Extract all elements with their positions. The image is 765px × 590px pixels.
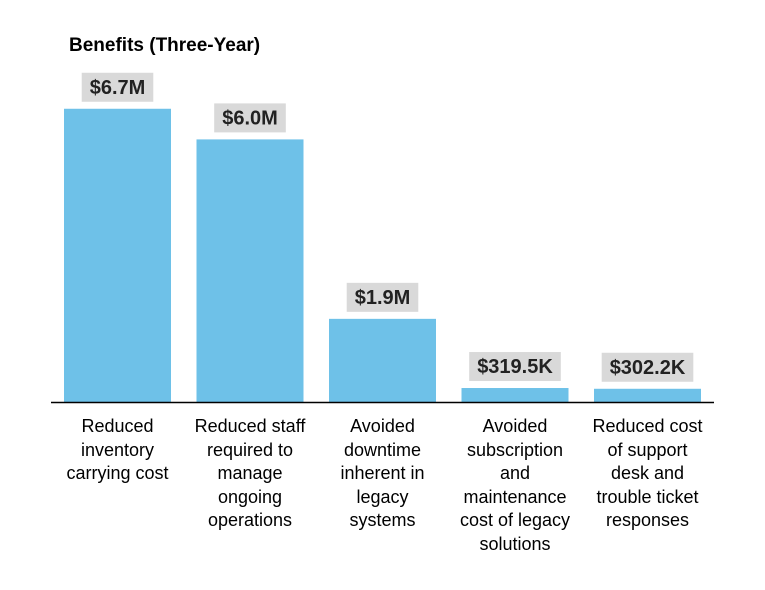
category-label-1: Reduced inventory carrying cost: [51, 415, 185, 486]
bar-4: [461, 388, 569, 402]
category-label-line: Avoided: [350, 416, 415, 436]
data-label-text: $6.0M: [222, 107, 278, 129]
category-label-line: solutions: [479, 533, 551, 554]
category-label-line: trouble ticket: [596, 486, 699, 507]
category-label-2: Reduced staff required to manage ongoing ope…: [183, 415, 317, 533]
data-label-text: $302.2K: [610, 357, 686, 379]
category-label-line: inventory: [80, 439, 155, 460]
category-label-line: Avoided: [482, 416, 548, 436]
bar-1: [64, 108, 171, 402]
category-label-line: subscription: [466, 439, 564, 460]
category-label-line: legacy: [356, 486, 409, 507]
bar-5: [594, 388, 701, 402]
bar-2: [196, 139, 304, 403]
category-label-line: maintenance: [463, 486, 567, 507]
category-label-3: Avoided downtime inherent in legacy systems: [316, 415, 450, 533]
data-label-background: [469, 352, 561, 382]
category-label-line: of support: [607, 439, 688, 460]
category-label-line: desk and: [610, 463, 685, 483]
chart-title: Benefits (Three-Year): [69, 35, 261, 56]
data-label-2: $6.0M: [214, 103, 286, 133]
category-label-line: downtime: [343, 439, 422, 460]
category-label-line: cost of legacy: [459, 510, 571, 530]
category-label-5: Reduced cost of support desk and trouble ti…: [581, 415, 715, 533]
data-label-background: [214, 103, 286, 133]
category-label-line: responses: [605, 510, 690, 530]
category-label-line: required to: [206, 439, 294, 460]
category-label-line: manage: [217, 463, 283, 483]
category-label-line: carrying cost: [66, 463, 169, 483]
category-label-line: and: [499, 463, 531, 483]
category-label-4: Avoided subscription and maintenance cost of…: [448, 415, 582, 556]
category-label-line: Reduced staff: [194, 416, 306, 436]
data-label-text: $319.5K: [477, 356, 553, 378]
data-label-text: $1.9M: [355, 287, 411, 309]
bar-3: [329, 318, 436, 402]
data-label-5: $302.2K: [601, 352, 694, 382]
data-label-background: [346, 282, 419, 312]
data-label-1: $6.7M: [81, 72, 154, 102]
category-label-line: inherent in: [340, 463, 425, 483]
data-label-background: [81, 72, 154, 102]
data-label-3: $1.9M: [346, 282, 419, 312]
data-label-background: [601, 352, 694, 382]
category-label-line: Reduced cost: [592, 416, 703, 436]
category-label-line: systems: [349, 510, 416, 530]
category-label-line: ongoing: [217, 486, 283, 507]
category-label-line: Reduced: [81, 416, 154, 436]
category-label-line: operations: [207, 510, 293, 530]
data-label-4: $319.5K: [469, 352, 561, 382]
data-label-text: $6.7M: [90, 77, 146, 99]
